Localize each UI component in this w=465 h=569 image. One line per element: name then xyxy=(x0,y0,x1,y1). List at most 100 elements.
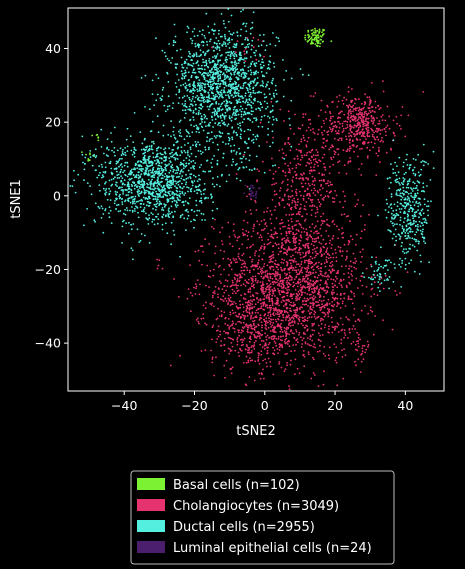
data-point-series-1 xyxy=(369,101,372,104)
data-point-series-2 xyxy=(193,100,196,103)
data-point-series-2 xyxy=(207,123,210,126)
data-point-series-1 xyxy=(271,245,274,248)
data-point-series-1 xyxy=(271,299,273,301)
data-point-series-1 xyxy=(318,288,321,291)
data-point-series-1 xyxy=(289,195,292,198)
data-point-series-2 xyxy=(290,145,293,148)
data-point-series-1 xyxy=(246,328,249,331)
data-point-series-1 xyxy=(271,288,274,291)
data-point-series-1 xyxy=(336,293,338,296)
data-point-series-1 xyxy=(342,278,345,281)
data-point-series-1 xyxy=(309,297,311,300)
data-point-series-1 xyxy=(232,312,235,314)
data-point-series-1 xyxy=(319,270,322,272)
data-point-series-1 xyxy=(348,265,351,267)
data-point-series-1 xyxy=(260,272,263,275)
data-point-series-1 xyxy=(312,192,315,194)
data-point-series-1 xyxy=(355,130,357,133)
data-point-series-2 xyxy=(184,112,187,115)
data-point-series-1 xyxy=(290,293,292,295)
data-point-series-1 xyxy=(294,358,297,361)
data-point-series-1 xyxy=(329,181,332,184)
data-point-series-2 xyxy=(215,111,218,114)
data-point-series-1 xyxy=(265,362,268,364)
data-point-series-1 xyxy=(350,131,353,134)
data-point-series-2 xyxy=(180,169,183,171)
data-point-series-2 xyxy=(195,55,198,58)
data-point-series-1 xyxy=(314,276,316,278)
data-point-series-1 xyxy=(303,231,306,233)
data-point-series-2 xyxy=(228,77,231,80)
data-point-series-1 xyxy=(354,320,357,323)
data-point-series-2 xyxy=(175,193,178,196)
data-point-series-2 xyxy=(274,164,276,167)
data-point-series-1 xyxy=(312,323,315,326)
data-point-series-2 xyxy=(223,118,226,120)
data-point-series-1 xyxy=(293,235,295,238)
data-point-series-1 xyxy=(295,299,298,302)
data-point-series-1 xyxy=(274,262,276,265)
data-point-series-1 xyxy=(284,171,287,174)
data-point-series-2 xyxy=(144,159,147,162)
data-point-series-2 xyxy=(191,39,194,42)
data-point-series-1 xyxy=(351,118,354,121)
data-point-series-1 xyxy=(385,126,387,129)
data-point-series-1 xyxy=(209,269,212,272)
data-point-series-1 xyxy=(261,267,264,270)
data-point-series-1 xyxy=(349,120,352,123)
data-point-series-1 xyxy=(313,374,316,376)
data-point-series-2 xyxy=(114,176,116,179)
data-point-series-2 xyxy=(184,109,187,111)
data-point-series-1 xyxy=(312,268,315,271)
data-point-series-1 xyxy=(213,290,216,292)
data-point-series-1 xyxy=(345,284,348,287)
data-point-series-1 xyxy=(317,198,320,201)
data-point-series-1 xyxy=(273,314,275,317)
data-point-series-1 xyxy=(279,273,281,276)
data-point-series-2 xyxy=(209,70,211,73)
data-point-series-1 xyxy=(266,365,268,368)
data-point-series-2 xyxy=(199,54,202,57)
data-point-series-1 xyxy=(247,231,250,234)
data-point-series-1 xyxy=(276,266,278,269)
data-point-series-2 xyxy=(195,108,197,111)
data-point-series-1 xyxy=(253,344,256,346)
data-point-series-1 xyxy=(280,261,283,264)
data-point-series-1 xyxy=(236,278,239,280)
data-point-series-1 xyxy=(306,274,309,277)
data-point-series-0 xyxy=(91,134,94,137)
data-point-series-2 xyxy=(187,108,190,111)
data-point-series-2 xyxy=(245,46,248,48)
data-point-series-1 xyxy=(270,326,272,328)
data-point-series-1 xyxy=(244,279,247,282)
data-point-series-1 xyxy=(231,309,234,312)
data-point-series-1 xyxy=(280,301,283,304)
data-point-series-1 xyxy=(323,295,325,298)
data-point-series-1 xyxy=(345,316,348,318)
data-point-series-1 xyxy=(312,272,314,274)
data-point-series-1 xyxy=(247,282,250,285)
data-point-series-2 xyxy=(193,89,195,92)
data-point-series-1 xyxy=(361,275,364,278)
data-point-series-1 xyxy=(302,337,305,340)
data-point-series-1 xyxy=(311,238,314,240)
data-point-series-2 xyxy=(251,139,253,142)
data-point-series-2 xyxy=(193,35,196,37)
data-point-series-1 xyxy=(311,198,314,201)
data-point-series-1 xyxy=(313,163,316,166)
data-point-series-2 xyxy=(157,218,160,221)
data-point-series-1 xyxy=(317,115,320,117)
data-point-series-1 xyxy=(287,268,290,271)
data-point-series-1 xyxy=(282,225,284,228)
data-point-series-2 xyxy=(190,209,193,212)
data-point-series-2 xyxy=(224,111,227,114)
data-point-series-1 xyxy=(242,339,245,342)
data-point-series-1 xyxy=(332,252,334,255)
data-point-series-2 xyxy=(211,166,213,169)
data-point-series-2 xyxy=(96,176,99,179)
data-point-series-1 xyxy=(225,359,228,362)
data-point-series-1 xyxy=(322,187,324,190)
data-point-series-1 xyxy=(386,124,389,127)
data-point-series-1 xyxy=(262,292,265,295)
data-point-series-1 xyxy=(357,199,359,201)
